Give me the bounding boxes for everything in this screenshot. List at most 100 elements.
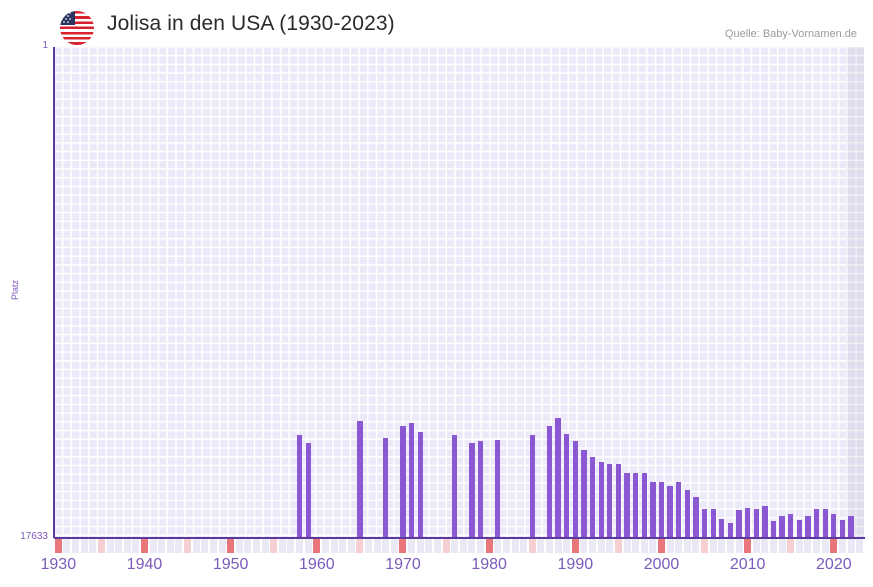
tick-cell-1940 [140,539,148,553]
bar-2015 [788,514,794,538]
bar-2016 [796,520,803,538]
bar-2014 [779,516,785,538]
x-tick-label-1990: 1990 [557,556,594,573]
tick-cell-1956 [278,539,286,553]
tick-cell-1986 [537,539,545,553]
tick-cell-2010 [744,539,752,553]
tick-cell-1970 [399,539,407,553]
bar-1988 [555,418,561,538]
tick-cell-1987 [545,539,553,553]
bar-2007 [719,519,725,538]
x-axis-tick-labels: 1930 1940 1950 1960 1970 1980 1990 2000 2010 2020 [41,556,864,582]
tick-cell-2014 [778,539,786,553]
bar-2020 [831,514,837,538]
tick-cell-1978 [468,539,476,553]
x-tick-label-2020: 2020 [816,556,852,573]
bar-1990 [572,441,578,538]
us-flag-icon [60,11,94,45]
tick-cell-1995 [614,539,622,553]
tick-cell-1935 [97,539,105,553]
tick-cell-1954 [261,539,269,553]
tick-cell-1966 [365,539,373,553]
bar-1992 [589,457,596,538]
bar-1979 [477,441,484,538]
tick-cell-1933 [80,539,88,553]
tick-cell-2023 [856,539,864,553]
tick-cell-1996 [623,539,631,553]
tick-cell-1998 [640,539,648,553]
tick-cell-2007 [718,539,726,553]
bar-1958 [296,435,303,538]
x-axis-line [54,537,865,539]
tick-cell-1968 [382,539,390,553]
tick-cell-2012 [761,539,769,553]
source-attribution: Quelle: Baby-Vornamen.de [724,28,857,40]
tick-cell-1957 [287,539,295,553]
tick-cell-2002 [675,539,683,553]
bar-2010 [744,508,751,538]
x-tick-label-1970: 1970 [385,556,421,573]
tick-cell-2013 [770,539,778,553]
tick-cell-2005 [701,539,709,553]
tick-cell-2016 [795,539,803,553]
tick-cell-1950 [227,539,235,553]
tick-cell-1967 [373,539,381,553]
tick-cell-1985 [528,539,536,553]
bar-1976 [452,435,458,538]
bar-1971 [408,423,415,538]
tick-cell-1977 [459,539,467,553]
bar-1999 [650,482,656,538]
tick-cell-2021 [838,539,846,553]
x-tick-label-2000: 2000 [643,556,680,573]
tick-cell-2011 [752,539,760,553]
bar-2000 [658,482,665,538]
tick-cell-1979 [477,539,485,553]
chart-header: Jolisa in den USA (1930-2023) Quelle: Ba… [0,0,873,46]
tick-cell-1931 [63,539,71,553]
bar-1965 [357,421,363,538]
tick-cell-1983 [511,539,519,553]
bar-series [54,47,864,538]
tick-cell-1938 [123,539,131,553]
bar-1997 [632,473,639,538]
tick-cell-1997 [632,539,640,553]
bar-1989 [564,434,570,538]
tick-cell-1965 [356,539,364,553]
tick-cell-1982 [502,539,510,553]
x-tick-label-1950: 1950 [212,556,249,573]
tick-cell-1972 [416,539,424,553]
bar-1996 [624,473,630,538]
tick-cell-1946 [192,539,200,553]
tick-cell-1991 [580,539,588,553]
tick-cell-1964 [347,539,355,553]
tick-cell-1962 [330,539,338,553]
tick-cell-1934 [89,539,97,553]
tick-cell-1973 [425,539,433,553]
bar-2017 [805,516,811,538]
tick-cell-1981 [494,539,502,553]
y-axis-bottom-tick-label: 17633 [20,531,48,542]
tick-cell-1992 [589,539,597,553]
tick-cell-1989 [563,539,571,553]
tick-cell-1953 [252,539,260,553]
bar-1995 [615,464,622,538]
tick-cell-1975 [442,539,450,553]
tick-cell-1947 [201,539,209,553]
tick-cell-1936 [106,539,114,553]
tick-cell-2018 [813,539,821,553]
tick-cell-2015 [787,539,795,553]
tick-cell-1984 [520,539,528,553]
tick-cell-2020 [830,539,838,553]
bar-1968 [383,438,389,538]
tick-cell-2004 [692,539,700,553]
bar-2001 [667,486,673,538]
bar-2003 [684,490,690,538]
bar-2004 [693,497,699,538]
tick-cell-1994 [606,539,614,553]
tick-cell-1930 [54,539,62,553]
plot-area [54,47,864,538]
tick-cell-1959 [304,539,312,553]
bar-2022 [848,516,854,538]
tick-cell-2022 [847,539,855,553]
